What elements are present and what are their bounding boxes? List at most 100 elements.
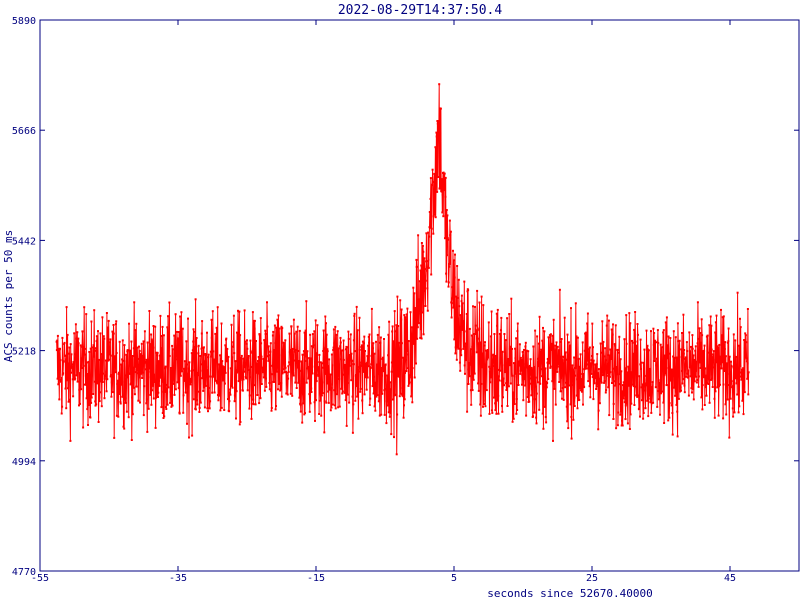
data-point: [160, 335, 163, 337]
data-point: [612, 402, 615, 405]
data-point: [462, 347, 465, 350]
data-point: [114, 323, 117, 326]
data-point: [632, 385, 635, 388]
data-point: [458, 361, 461, 364]
data-point: [715, 314, 718, 317]
data-point: [483, 381, 486, 384]
data-point: [425, 232, 428, 235]
data-point: [170, 405, 173, 408]
data-point: [677, 397, 680, 400]
data-point: [722, 383, 725, 386]
data-point: [239, 421, 242, 423]
data-point: [322, 348, 325, 350]
data-point: [726, 373, 729, 375]
data-point: [572, 418, 575, 421]
data-point: [115, 320, 118, 323]
data-point: [566, 333, 569, 336]
data-point: [747, 371, 750, 374]
data-point: [708, 378, 710, 381]
data-point: [62, 372, 65, 375]
data-point: [678, 339, 681, 342]
data-point: [77, 342, 80, 345]
data-point: [710, 324, 713, 327]
data-point: [297, 381, 300, 384]
data-point: [657, 390, 660, 392]
data-point: [582, 373, 585, 375]
data-point: [489, 367, 492, 370]
data-point: [746, 362, 749, 365]
data-point: [197, 352, 200, 355]
data-point: [575, 335, 578, 338]
data-point: [574, 302, 577, 305]
data-point: [224, 371, 227, 374]
data-point: [203, 386, 206, 389]
data-point: [128, 350, 131, 353]
data-point: [238, 423, 241, 426]
data-point: [245, 377, 248, 380]
data-point: [552, 318, 555, 321]
data-point: [537, 357, 540, 360]
data-point: [606, 372, 609, 375]
data-point: [149, 370, 152, 373]
data-point: [509, 349, 512, 352]
data-point: [590, 372, 593, 375]
data-point: [201, 377, 204, 380]
data-point: [354, 350, 356, 353]
data-point: [107, 343, 109, 346]
data-point: [416, 337, 419, 340]
data-point: [479, 341, 482, 344]
x-tick-label: 25: [586, 573, 598, 584]
data-point: [357, 370, 360, 373]
data-point: [259, 397, 262, 400]
data-point: [680, 389, 682, 392]
data-point: [704, 375, 707, 378]
data-point: [146, 341, 149, 344]
data-point: [356, 377, 359, 380]
data-point: [132, 366, 135, 369]
data-point: [337, 406, 340, 409]
data-point: [310, 345, 313, 348]
data-point: [351, 395, 354, 398]
data-point: [518, 343, 521, 346]
data-point: [439, 187, 442, 190]
data-point: [582, 403, 584, 406]
data-point: [437, 176, 440, 178]
data-point: [581, 341, 584, 344]
plot-frame: [39, 19, 800, 572]
data-point: [653, 346, 656, 348]
data-point: [408, 376, 411, 379]
data-point: [211, 391, 214, 394]
data-point: [185, 340, 188, 343]
data-point: [517, 360, 520, 363]
data-point: [217, 377, 220, 380]
data-point: [486, 350, 489, 353]
data-point: [607, 319, 610, 322]
data-point: [117, 415, 120, 418]
data-point: [616, 373, 619, 376]
data-point: [585, 363, 588, 366]
data-point: [134, 365, 137, 368]
data-point: [496, 308, 499, 311]
data-point: [223, 366, 226, 369]
data-point: [269, 350, 272, 353]
data-point: [312, 344, 315, 347]
data-point: [591, 322, 594, 325]
data-point: [680, 348, 683, 351]
data-point: [361, 412, 364, 415]
data-point: [197, 344, 200, 347]
data-point: [719, 363, 722, 366]
data-point: [83, 306, 86, 309]
data-point: [375, 395, 378, 398]
data-point: [693, 370, 696, 373]
data-point: [308, 393, 311, 396]
data-point: [138, 349, 141, 352]
data-point: [634, 340, 637, 343]
data-point: [199, 401, 202, 404]
data-point: [598, 402, 601, 405]
data-point: [223, 382, 226, 385]
data-point: [69, 398, 71, 401]
data-point: [719, 383, 721, 386]
data-point: [169, 401, 172, 404]
data-point: [504, 371, 507, 374]
data-point: [742, 367, 745, 370]
